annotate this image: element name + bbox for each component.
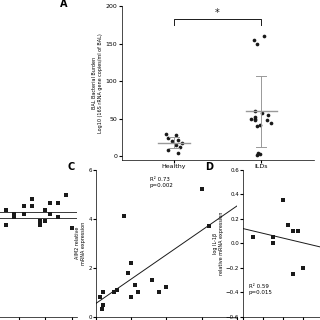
Point [261, 34, 266, 39]
Point [164, 285, 169, 290]
Point [252, 116, 258, 121]
Point [165, 148, 171, 153]
Point [173, 133, 178, 138]
Point [268, 120, 274, 125]
Point [64, 193, 69, 198]
Point [37, 222, 43, 227]
Point [270, 235, 276, 240]
Point [99, 307, 104, 312]
Point [254, 41, 260, 46]
Point [157, 290, 162, 295]
Point [258, 151, 263, 156]
Y-axis label: log IL-1β
relative mRNA expression: log IL-1β relative mRNA expression [213, 212, 224, 275]
Point [178, 145, 183, 150]
Text: R² 0.59
p=0.015: R² 0.59 p=0.015 [249, 284, 273, 295]
Point [295, 228, 300, 234]
Point [132, 282, 137, 287]
Point [165, 135, 171, 140]
Point [29, 204, 35, 209]
Point [256, 150, 261, 155]
Point [136, 290, 141, 295]
Point [111, 290, 116, 295]
Point [300, 265, 305, 270]
Point [257, 122, 262, 127]
Point [69, 226, 74, 231]
Text: D: D [205, 162, 213, 172]
Point [29, 196, 35, 202]
Y-axis label: BAL Bacterial Burden
Log10 (16S rRNA gene copies/ml of BAL): BAL Bacterial Burden Log10 (16S rRNA gen… [92, 33, 103, 133]
Point [249, 116, 254, 121]
Text: R² 0.73
p=0.002: R² 0.73 p=0.002 [149, 177, 173, 188]
Point [259, 110, 264, 115]
Point [129, 295, 134, 300]
Text: C: C [68, 162, 75, 172]
Point [270, 241, 276, 246]
Point [21, 204, 27, 209]
Point [100, 302, 106, 307]
Point [56, 215, 61, 220]
Point [285, 222, 290, 227]
Point [173, 142, 178, 148]
Point [11, 211, 16, 216]
Point [206, 223, 211, 228]
Point [290, 228, 295, 234]
Text: A: A [60, 0, 68, 9]
Point [169, 139, 174, 144]
Point [37, 219, 43, 224]
Point [3, 207, 8, 212]
Point [266, 113, 271, 118]
Point [254, 152, 260, 157]
Point [253, 118, 258, 123]
Text: *: * [215, 8, 220, 18]
Point [150, 277, 155, 283]
Y-axis label: AIM2 relative
mRNA expression: AIM2 relative mRNA expression [75, 221, 85, 265]
Point [280, 198, 285, 203]
Point [290, 271, 295, 276]
Point [43, 219, 48, 224]
Point [255, 124, 260, 129]
Point [251, 235, 256, 240]
Point [21, 211, 27, 216]
Point [252, 115, 257, 120]
Point [115, 287, 120, 292]
Point [125, 270, 130, 275]
Point [265, 118, 270, 123]
Point [199, 187, 204, 192]
Point [48, 200, 53, 205]
Point [43, 207, 48, 212]
Point [129, 260, 134, 265]
Point [11, 215, 16, 220]
Point [175, 150, 180, 155]
Point [3, 222, 8, 227]
Point [175, 137, 180, 142]
Point [100, 290, 106, 295]
Point [251, 37, 256, 43]
Point [56, 200, 61, 205]
Point [48, 211, 53, 216]
Point [97, 295, 102, 300]
Point [252, 109, 257, 114]
Point [122, 214, 127, 219]
Point [179, 140, 184, 145]
Point [164, 131, 169, 136]
